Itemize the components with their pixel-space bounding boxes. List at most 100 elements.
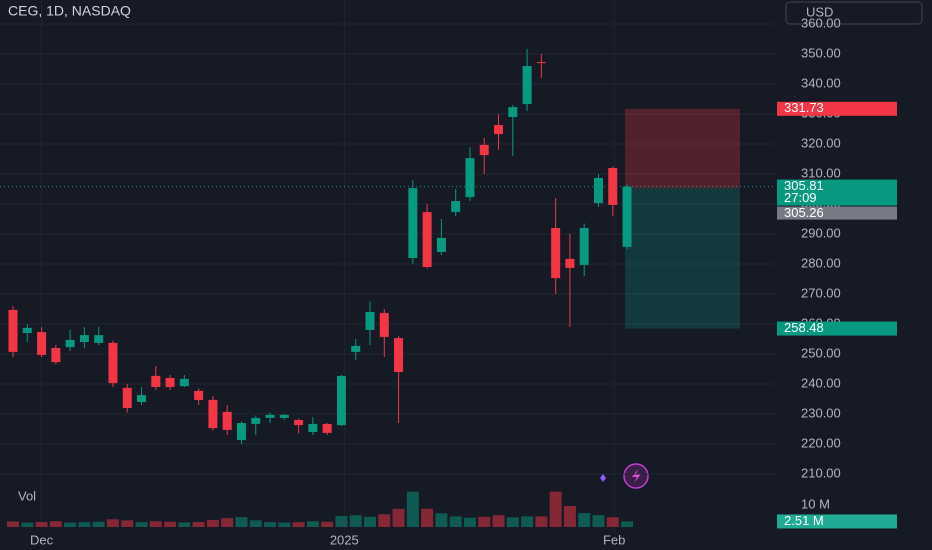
volume-bar: [306, 521, 319, 527]
candle-body: [194, 390, 204, 400]
volume-bar: [535, 516, 548, 527]
entry-box: [777, 206, 897, 220]
candle-body: [508, 107, 518, 118]
candle-body: [179, 378, 189, 387]
candle-body: [294, 420, 304, 426]
volume-bar: [378, 514, 391, 527]
y-tick-label: 340.00: [801, 75, 841, 90]
candle-body: [151, 375, 161, 388]
y-tick-label: 220.00: [801, 435, 841, 450]
candle-body: [236, 423, 246, 441]
candle-body: [22, 327, 32, 334]
countdown: 27:09: [784, 190, 817, 205]
candle-body: [565, 258, 575, 268]
candle-body: [265, 414, 275, 418]
volume-bar: [478, 516, 491, 527]
volume-bar: [64, 522, 77, 527]
candle-body: [351, 345, 361, 352]
candle-body: [137, 395, 147, 403]
volume-bar: [392, 508, 405, 527]
volume-bar: [264, 522, 277, 527]
candle-body: [536, 62, 546, 64]
candle-body: [522, 66, 532, 105]
volume-bar: [21, 522, 34, 527]
take-profit-label-box: [777, 101, 897, 116]
volume-last-box: [777, 514, 897, 529]
volume-bar: [563, 506, 576, 527]
candle-body: [94, 335, 104, 343]
candle-body: [494, 125, 504, 135]
candle-body: [422, 212, 432, 268]
volume-bar: [92, 521, 105, 527]
volume-bar: [506, 517, 519, 527]
candle-body: [479, 144, 489, 156]
volume-bar: [149, 521, 162, 527]
volume-bar: [7, 521, 19, 527]
candle-body: [336, 375, 346, 426]
volume-bar: [35, 521, 48, 527]
x-tick-label: Feb: [603, 532, 625, 547]
candle-body: [436, 237, 446, 253]
candle-body: [365, 312, 375, 331]
volume-bar: [449, 516, 462, 527]
candle-body: [408, 188, 418, 259]
y-tick-label: 230.00: [801, 405, 841, 420]
candle-body: [251, 417, 261, 424]
x-tick-label: Dec: [30, 532, 54, 547]
candle-body: [579, 228, 589, 265]
volume-bar: [492, 515, 505, 527]
layer: [0, 0, 775, 530]
y-tick-label: 320.00: [801, 135, 841, 150]
volume-title: Vol: [18, 488, 36, 503]
currency[interactable]: USD: [806, 4, 833, 19]
take-profit-zone: [625, 108, 740, 189]
candle-body: [65, 339, 75, 348]
volume-bar: [249, 520, 262, 527]
volume-bar: [178, 522, 191, 527]
y-tick-label: 240.00: [801, 375, 841, 390]
volume-bar: [578, 513, 591, 527]
candle-body: [122, 387, 132, 409]
event-icon: [600, 463, 649, 489]
volume-bar: [521, 516, 534, 527]
volume-bar: [121, 520, 134, 527]
volume-bar: [192, 521, 205, 527]
layer: [0, 108, 775, 329]
y-tick-label: 290.00: [801, 225, 841, 240]
candle-body: [451, 201, 461, 213]
volume-bar: [221, 518, 234, 527]
volume-bar: [335, 515, 348, 527]
candle-body: [394, 338, 404, 373]
volume-bar: [321, 521, 334, 527]
stop-loss-label-box: [777, 321, 897, 336]
y-tick-label: 360.00: [801, 15, 841, 30]
candle-body: [379, 312, 389, 337]
candle-body: [308, 423, 318, 433]
y-tick-label: 280.00: [801, 255, 841, 270]
volume-bar: [164, 521, 177, 527]
layer: [8, 48, 632, 445]
currency-box[interactable]: [785, 1, 923, 25]
volume-bar: [592, 515, 605, 527]
volume-bar: [135, 522, 148, 527]
y-tick-label: 250.00: [801, 345, 841, 360]
candle-body: [108, 342, 118, 384]
candle-body: [222, 411, 232, 430]
x-tick-label: 2025: [330, 532, 359, 547]
volume-bar: [549, 491, 562, 527]
candle-body: [322, 423, 332, 433]
y-tick-label: 210.00: [801, 465, 841, 480]
candle-body: [165, 378, 175, 388]
stop-zone: [625, 188, 740, 329]
candle-body: [79, 335, 89, 343]
volume-bar: [463, 517, 476, 527]
volume-bar: [364, 516, 376, 527]
volume-bar: [206, 519, 219, 527]
candle-body: [622, 186, 632, 247]
volume-bar: [606, 517, 619, 527]
last-price-label: 305.81: [784, 178, 824, 193]
volume-bar: [349, 515, 362, 527]
y-tick-label: 350.00: [801, 45, 841, 60]
candle-body: [51, 348, 61, 363]
